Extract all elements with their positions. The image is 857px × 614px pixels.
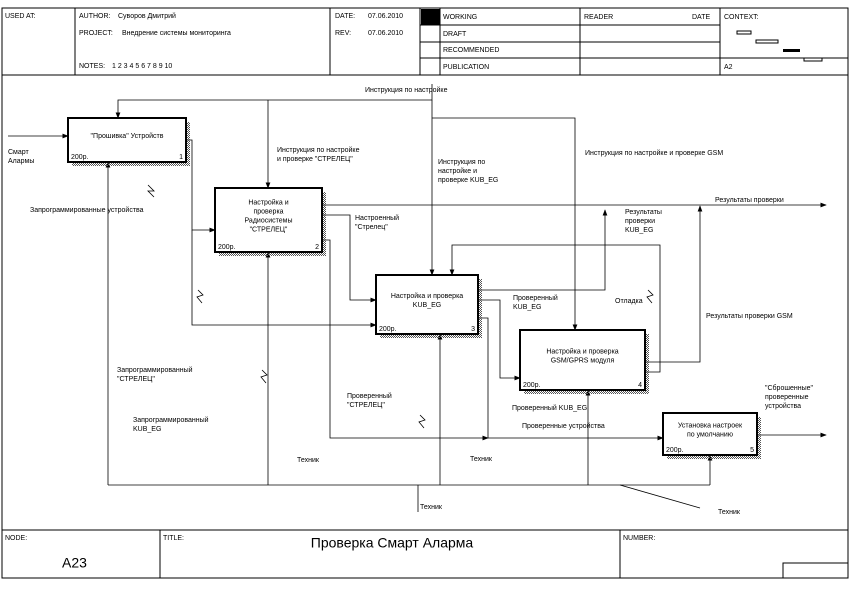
arrow-label: Результаты [625,209,662,216]
box-cost: 200р. [523,382,541,389]
context: CONTEXT: [724,14,759,21]
project-label: PROJECT: [79,30,113,37]
box-label: Установка настроек [678,422,743,429]
arrow-label: Результаты проверки [715,197,784,204]
box-label: GSM/GPRS модуля [551,357,615,364]
arrow-labels: Смарт Алармы Запрограммированные устройств… [8,86,814,516]
arrow-label: Настроенный [355,214,399,222]
box-number: 2 [315,244,319,251]
activity-box: Установка настроек по умолчанию 200р. 5 [662,412,761,459]
box-label: Настройка и проверка [546,347,618,355]
box-label: Настройка и проверка [391,292,463,300]
box-number: 4 [638,382,642,389]
arrow-label: Запрограммированные устройства [30,206,144,214]
arrow-label: "Сброшенные" [765,384,814,392]
arrow-label: KUB_EG [133,426,161,433]
arrow-label: "СТРЕЛЕЦ" [117,376,155,383]
box-label: по умолчанию [687,431,733,438]
arrow-label: "Стрелец" [355,224,388,231]
author-label: AUTHOR: [79,13,111,20]
activity-box: Настройка и проверка Радиосистемы "СТРЕЛЕЦ"… [214,187,326,256]
arrow-label: Результаты проверки GSM [706,313,793,320]
notes-label: NOTES: [79,63,105,70]
box [67,117,187,163]
frame [1,7,849,579]
status: WORKING [443,14,477,21]
used-at: USED AT: [5,13,36,20]
rev: 07.06.2010 [368,30,403,37]
arrow-label: Инструкция по настройке и проверке GSM [585,149,723,157]
arrow-label: Проверенный [347,392,392,400]
box [375,274,479,335]
arrow-label: Алармы [8,158,34,165]
arrow-label: устройства [765,402,801,410]
arrow-label: Отладка [615,298,643,305]
box-label: "СТРЕЛЕЦ" [250,226,288,233]
node: A23 [62,555,87,571]
header: USED AT: AUTHOR: Суворов Дмитрий PROJECT… [5,12,759,71]
arrow-label: Запрограммированный [117,366,193,374]
reader: READER [584,14,613,21]
box-cost: 200р. [666,447,684,454]
box-cost: 200р. [379,326,397,333]
arrows [8,84,827,512]
arrow-label: Проверенный KUB_EG [512,404,587,412]
box-number: 5 [750,447,754,454]
activity-box: Настройка и проверка GSM/GPRS модуля 200р.… [519,329,649,394]
box-cost: 200р. [71,154,89,161]
box [214,187,323,253]
context-node: A2 [724,64,733,71]
box-label: KUB_EG [413,302,441,309]
arrow-label: Техник [718,509,741,516]
arrow-label: проверки [625,218,655,225]
arrow-label: Техник [420,504,443,511]
number-label: NUMBER: [623,535,655,542]
node-label: NODE: [5,535,27,542]
arrow-label: Проверенный [513,294,558,302]
activity-box: "Прошивка" Устройств 200р. 1 [67,117,190,166]
arrow-label: KUB_EG [625,227,653,234]
box-cost: 200р. [218,244,236,251]
author: Суворов Дмитрий [118,12,176,20]
arrow-label: Проверенные устройства [522,422,605,430]
status: PUBLICATION [443,64,489,71]
arrow-label: проверенные [765,394,809,401]
box-label: Настройка и [248,198,288,206]
arrow-label: Инструкция по настройке [365,86,448,94]
box-number: 3 [471,326,475,333]
box-label: проверка [253,208,283,215]
date-label: DATE: [335,13,355,20]
box [662,412,758,456]
box [519,329,646,391]
activity-box: Настройка и проверка KUB_EG 200р. 3 [375,274,482,338]
arrow-label: и проверке "СТРЕЛЕЦ" [277,156,353,163]
arrow-label: "СТРЕЛЕЦ" [347,402,385,409]
nodes: "Прошивка" Устройств 200р. 1 Настройка и про… [67,117,761,459]
rev-label: REV: [335,30,351,37]
arrow-label: Смарт [8,149,30,156]
arrow-label: Инструкция по настройке [277,146,360,154]
arrow-label: Техник [297,457,320,464]
status: RECOMMENDED [443,47,499,54]
arrow-label: Техник [470,456,493,463]
project: Внедрение системы мониторинга [122,30,231,37]
date: 07.06.2010 [368,13,403,20]
arrow-label: Запрограммированный [133,416,209,424]
reader-date: DATE [692,14,710,21]
notes: 1 2 3 4 5 6 7 8 9 10 [112,63,172,70]
status: DRAFT [443,31,467,38]
box-label: Радиосистемы [245,217,293,224]
arrow-label: проверке KUB_EG [438,177,498,184]
arrow-label: Инструкция по [438,159,485,166]
title: Проверка Смарт Аларма [311,535,474,551]
box-label: "Прошивка" Устройств [91,132,164,140]
title-label: TITLE: [163,535,184,542]
arrow-label: KUB_EG [513,304,541,311]
arrow-label: настройке и [438,167,477,175]
box-number: 1 [179,154,183,161]
footer: NODE: A23 TITLE: Проверка Смарт Аларма N… [5,535,655,571]
